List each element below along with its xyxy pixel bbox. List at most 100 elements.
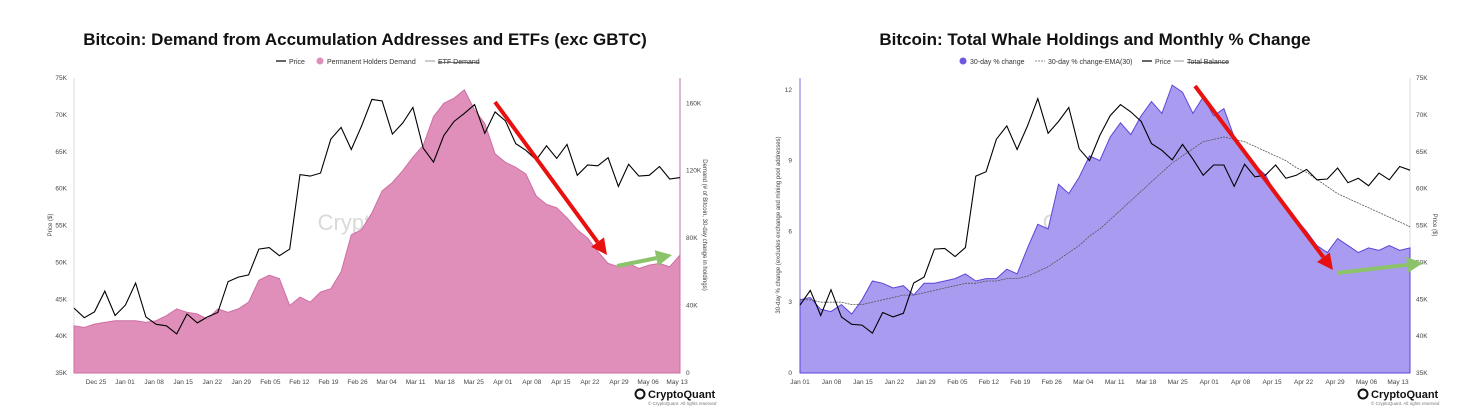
x-tick-label: May 13 — [1387, 379, 1409, 386]
legend: Price Permanent Holders Demand ETF Demand — [276, 57, 480, 66]
series-price — [73, 98, 681, 335]
y-left-tick-label: 35K — [55, 370, 67, 377]
y-left-tick-label: 40K — [55, 333, 67, 340]
cryptoquant-logo-text: CryptoQuant — [1371, 389, 1439, 401]
x-tick-label: Apr 29 — [609, 379, 629, 386]
x-tick-label: Apr 01 — [1200, 379, 1220, 386]
arrow-down-head — [591, 237, 607, 255]
x-tick-label: Jan 01 — [790, 379, 810, 386]
x-tick-label: Mar 04 — [1073, 379, 1094, 386]
arrow-up-shaft — [1336, 262, 1408, 275]
cryptoquant-logo: CryptoQuant© CryptoQuant. All rights res… — [634, 388, 717, 406]
x-tick-label: Jan 15 — [853, 379, 873, 386]
cryptoquant-logo-icon — [634, 388, 646, 400]
x-tick-label: Mar 11 — [406, 379, 426, 386]
y-right-tick-label: 70K — [1416, 112, 1428, 119]
x-tick-label: Apr 08 — [1231, 379, 1251, 386]
y-right-tick-label: 60K — [1416, 186, 1428, 193]
x-tick-label: Mar 18 — [435, 379, 456, 386]
x-tick-label: Jan 08 — [144, 379, 164, 386]
legend-change-swatch — [959, 57, 967, 65]
legend-price-label: Price — [1155, 59, 1171, 66]
x-tick-label: Jan 29 — [232, 379, 252, 386]
arrow-down-shaft — [493, 100, 600, 244]
y-left-tick-label: 0 — [788, 370, 792, 377]
legend-balance-label: Total Balance — [1187, 59, 1229, 66]
legend-demand-swatch — [316, 57, 324, 65]
x-tick-label: May 06 — [1356, 379, 1378, 386]
arrow-up-shaft — [616, 256, 657, 268]
x-tick-label: Mar 04 — [376, 379, 397, 386]
x-tick-label: Feb 12 — [289, 379, 310, 386]
x-tick-label: Feb 19 — [1010, 379, 1031, 386]
cryptoquant-logo-icon — [1357, 388, 1369, 400]
y-left-axis-label: 30-day % change (excludes exchange and m… — [776, 136, 782, 313]
y-left-tick-label: 6 — [788, 228, 792, 235]
chart-panel-right: Bitcoin: Total Whale Holdings and Monthl… — [730, 0, 1460, 410]
copyright-text: © CryptoQuant. All rights reserved — [1371, 400, 1440, 406]
y-left-axis-label: Price ($) — [48, 214, 54, 237]
x-tick-label: May 06 — [637, 379, 659, 386]
y-right-tick-label: 45K — [1416, 296, 1428, 303]
x-tick-label: Apr 22 — [1294, 379, 1314, 386]
y-left-tick-label: 50K — [55, 259, 67, 266]
x-tick-label: Feb 05 — [260, 379, 281, 386]
y-right-tick-label: 75K — [1416, 75, 1428, 82]
y-right-tick-label: 65K — [1416, 149, 1428, 156]
x-tick-label: Feb 26 — [347, 379, 368, 386]
x-tick-label: Jan 15 — [173, 379, 193, 386]
legend-demand-label: Permanent Holders Demand — [327, 59, 416, 66]
x-tick-label: Jan 29 — [916, 379, 936, 386]
x-tick-label: Mar 25 — [464, 379, 485, 386]
x-tick-label: Jan 01 — [115, 379, 135, 386]
x-tick-label: Apr 08 — [522, 379, 542, 386]
y-right-tick-label: 55K — [1416, 223, 1428, 230]
x-tick-label: May 13 — [666, 379, 688, 386]
x-tick-label: Jan 22 — [885, 379, 905, 386]
chart-title: Bitcoin: Total Whale Holdings and Monthl… — [879, 30, 1311, 49]
x-tick-label: Mar 25 — [1168, 379, 1189, 386]
chart-panel-left: Bitcoin: Demand from Accumulation Addres… — [48, 30, 717, 406]
x-tick-label: Apr 29 — [1325, 379, 1345, 386]
legend-ema-label: 30-day % change-EMA(30) — [1048, 59, 1132, 66]
cryptoquant-logo: CryptoQuant© CryptoQuant. All rights res… — [1357, 388, 1440, 406]
y-right-tick-label: 40K — [686, 303, 698, 310]
legend-price-label: Price — [289, 59, 305, 66]
x-tick-label: Apr 22 — [580, 379, 600, 386]
x-tick-label: Apr 15 — [1263, 379, 1283, 386]
y-right-axis-label: Demand (# of Bitcoin, 30-day change in h… — [701, 159, 707, 290]
legend: 30-day % change 30-day % change-EMA(30) Pr… — [959, 57, 1229, 66]
y-left-tick-label: 60K — [55, 186, 67, 193]
y-left-tick-label: 9 — [788, 158, 792, 165]
x-tick-label: Feb 05 — [947, 379, 968, 386]
chart-svg-left: Price Permanent Holders Demand ETF Demand 3… — [48, 57, 717, 406]
y-right-tick-label: 35K — [1416, 370, 1428, 377]
legend-etf-label: ETF Demand — [438, 59, 480, 66]
y-left-tick-label: 70K — [55, 112, 67, 119]
arrow-up-head — [654, 250, 672, 266]
arrow-down-head — [1317, 252, 1333, 270]
x-tick-label: Dec 25 — [86, 379, 107, 386]
x-tick-label: Apr 01 — [493, 379, 513, 386]
x-tick-label: Feb 19 — [318, 379, 339, 386]
y-right-tick-label: 160K — [686, 100, 702, 107]
chart-title: Bitcoin: Demand from Accumulation Addres… — [83, 30, 647, 49]
x-tick-label: Jan 22 — [202, 379, 222, 386]
x-tick-label: Feb 12 — [979, 379, 1000, 386]
x-tick-label: Apr 15 — [551, 379, 571, 386]
chart-svg-right: 30-day % change 30-day % change-EMA(30) Pr… — [776, 57, 1440, 406]
x-tick-label: Mar 18 — [1136, 379, 1157, 386]
y-right-tick-label: 40K — [1416, 333, 1428, 340]
y-left-tick-label: 45K — [55, 296, 67, 303]
y-left-tick-label: 3 — [788, 299, 792, 306]
y-right-tick-label: 0 — [686, 370, 690, 377]
x-tick-label: Feb 26 — [1042, 379, 1063, 386]
series-30-day-change — [799, 84, 1411, 374]
y-left-tick-label: 65K — [55, 149, 67, 156]
arrow-down-shaft — [1193, 84, 1326, 259]
cryptoquant-logo-text: CryptoQuant — [648, 389, 716, 401]
arrow-up-head — [1406, 256, 1423, 273]
x-tick-label: Jan 08 — [822, 379, 842, 386]
x-tick-label: Mar 11 — [1105, 379, 1125, 386]
y-right-axis-label: Price ($) — [1431, 214, 1437, 237]
